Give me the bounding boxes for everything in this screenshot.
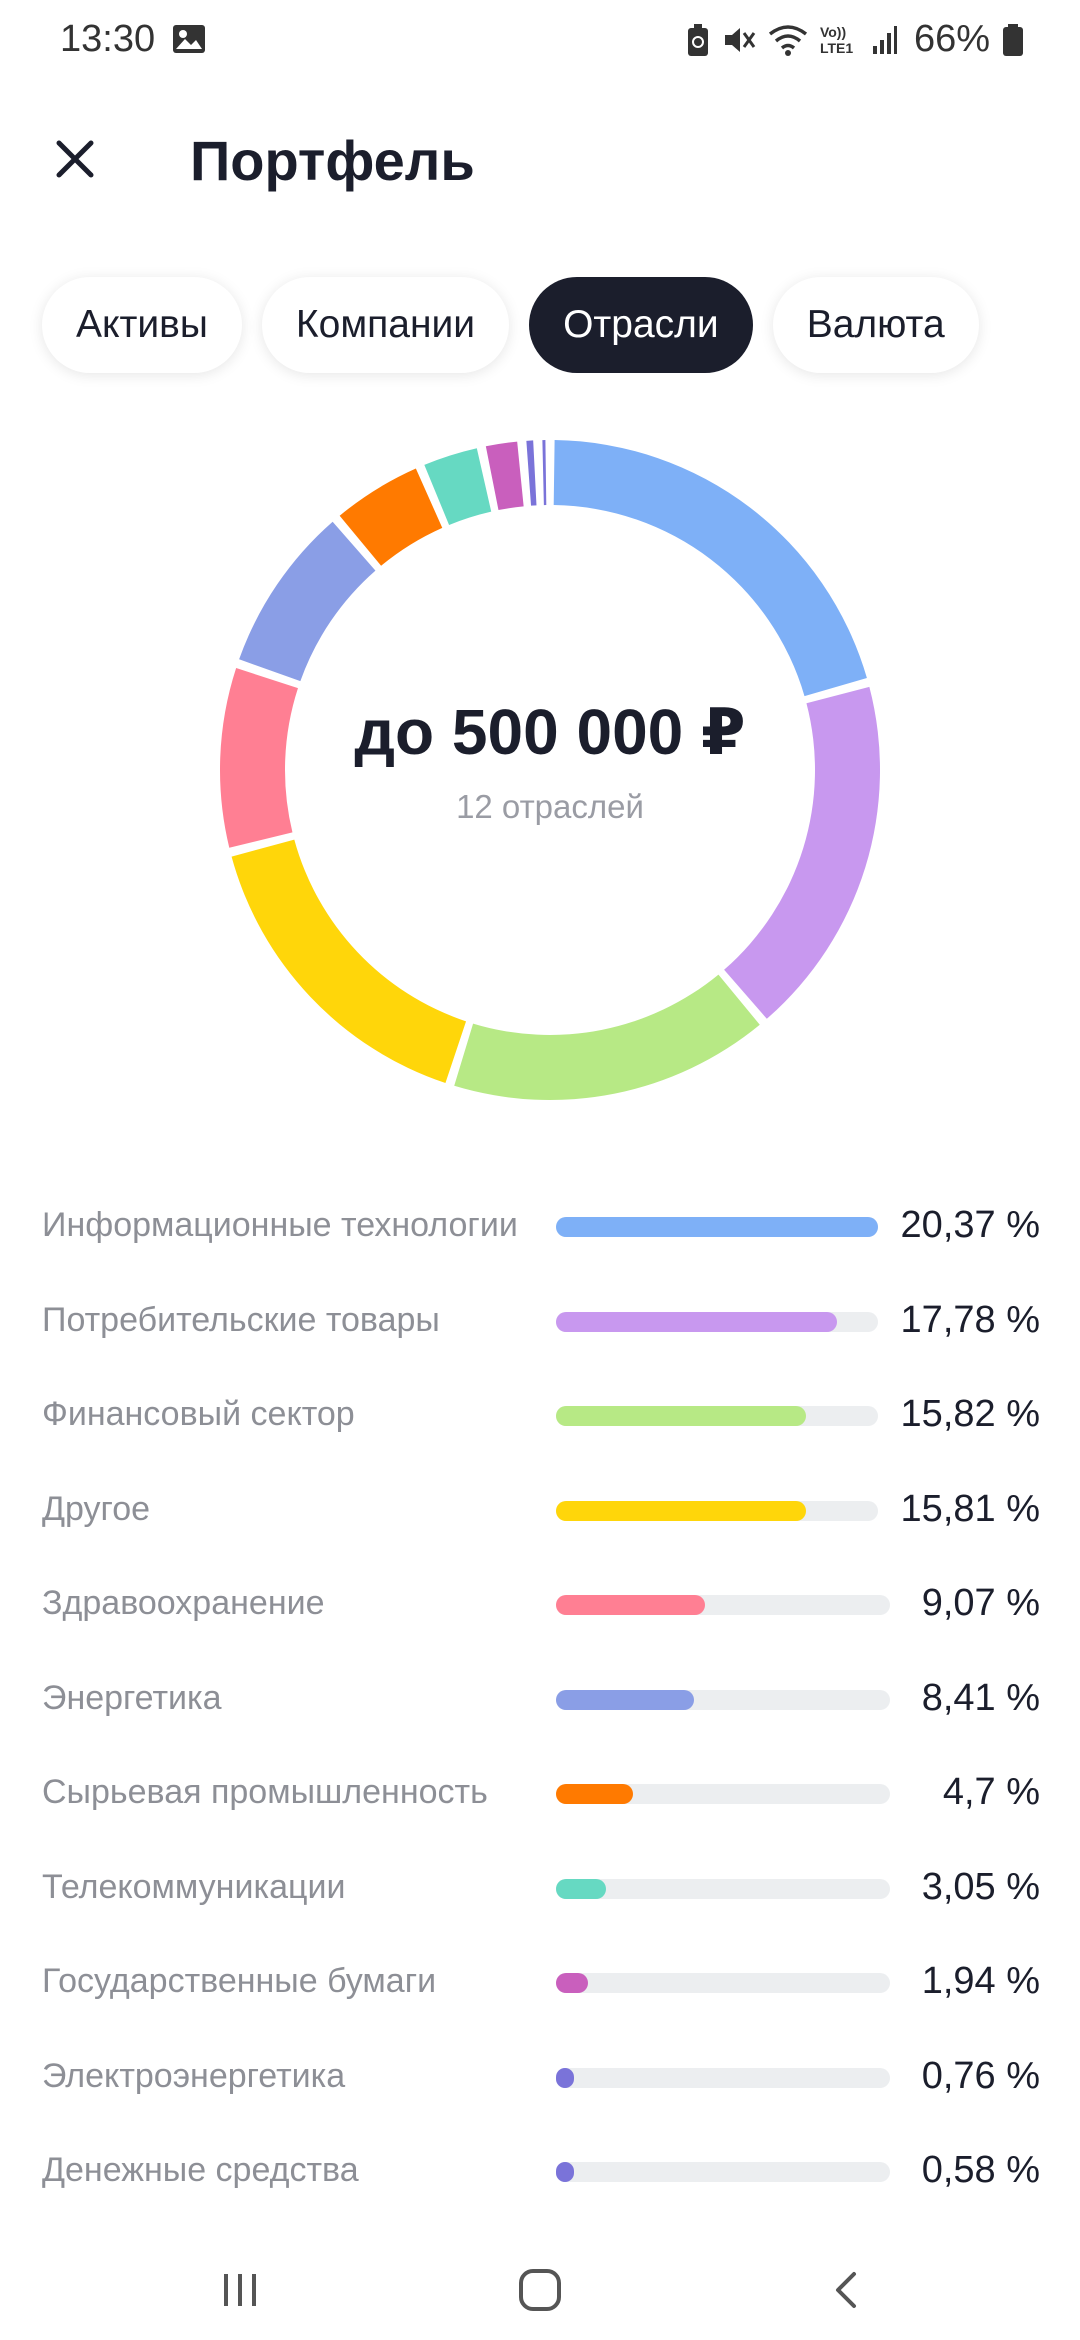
status-icons: Vo)) LTE1 66%: [686, 18, 1024, 61]
sector-name: Потребительские товары: [42, 1300, 440, 1339]
sector-bar-track: [556, 1878, 890, 1899]
back-button[interactable]: [808, 2250, 888, 2330]
sector-row: Энергетика 8,41 %: [0, 1653, 1080, 1747]
tab-sectors[interactable]: Отрасли: [529, 277, 753, 373]
sector-row: Информационные технологии 20,37 %: [0, 1180, 1080, 1274]
sector-bar-fill: [556, 1500, 806, 1521]
sector-percent: 0,58 %: [921, 2149, 1040, 2191]
sector-bar-fill: [556, 1784, 634, 1804]
sector-row: Другое 15,81 %: [0, 1464, 1080, 1558]
page-title: Портфель: [190, 129, 475, 192]
sector-percent: 3,05 %: [921, 1865, 1040, 1908]
sector-bar-fill: [556, 1311, 838, 1332]
sector-bar-track: [556, 2162, 890, 2182]
sector-percent: 17,78 %: [900, 1298, 1040, 1341]
status-bar: 13:30 Vo)) LTE1: [0, 0, 1080, 84]
sector-name: Информационные технологии: [42, 1206, 518, 1244]
mute-icon: [724, 27, 756, 52]
donut-segment: [231, 839, 467, 1083]
donut-segment: [724, 686, 880, 1019]
sector-bar-fill: [556, 2067, 574, 2088]
sector-row: Потребительские товары 17,78 %: [0, 1275, 1080, 1369]
sector-bar-fill: [556, 2162, 574, 2182]
sector-name: Электроэнергетика: [42, 2056, 346, 2095]
sector-bar-fill: [556, 1878, 606, 1899]
donut-segment: [424, 448, 492, 525]
sector-percent: 8,41 %: [921, 1676, 1040, 1719]
tab-currency[interactable]: Валюта: [772, 277, 979, 373]
back-icon: [836, 2272, 856, 2308]
app-header: Портфель: [0, 110, 1080, 210]
donut-center: до 500 000 ₽ 12 отраслей: [200, 420, 900, 1120]
donut-segment: [485, 441, 524, 511]
sector-bar-track: [556, 2067, 890, 2088]
sector-percent: 15,81 %: [900, 1487, 1040, 1530]
gallery-notification-icon: [173, 25, 205, 53]
sector-name: Государственные бумаги: [42, 1962, 437, 2000]
sector-bar-track: [556, 1406, 878, 1426]
donut-segment: [339, 468, 443, 566]
category-tabs: Активы Компании Отрасли Валюта: [42, 277, 979, 373]
sector-count: 12 отраслей: [456, 787, 644, 825]
sector-name: Сырьевая промышленность: [42, 1773, 488, 1811]
sector-row: Государственные бумаги 1,94 %: [0, 1936, 1080, 2030]
sector-bar-track: [556, 1500, 878, 1521]
close-icon: [56, 140, 94, 178]
sector-percent: 20,37 %: [900, 1204, 1040, 1246]
portfolio-amount: до 500 000 ₽: [354, 695, 746, 768]
status-time: 13:30: [60, 18, 156, 60]
sector-bar-fill: [556, 1595, 705, 1615]
sector-name: Финансовый сектор: [42, 1395, 355, 1433]
donut-segment: [542, 440, 547, 506]
sector-percent: 0,76 %: [921, 2054, 1040, 2097]
sector-name: Другое: [42, 1489, 151, 1528]
sector-row: Телекоммуникации 3,05 %: [0, 1842, 1080, 1936]
sector-bar-fill: [556, 1973, 588, 1993]
sector-name: Денежные средства: [42, 2151, 359, 2189]
sector-name: Телекоммуникации: [42, 1867, 346, 1906]
sector-percent: 15,82 %: [900, 1393, 1040, 1435]
donut-segment: [220, 668, 298, 848]
sector-percent: 9,07 %: [921, 1582, 1040, 1624]
sector-name: Здравоохранение: [42, 1584, 325, 1622]
recents-icon: [224, 2274, 256, 2306]
signal-icon: [872, 25, 897, 54]
battery-saver-icon: [687, 23, 708, 56]
tab-companies[interactable]: Компании: [261, 277, 510, 373]
sector-bar-track: [556, 1217, 878, 1237]
home-icon: [519, 2269, 561, 2311]
sector-bar-fill: [556, 1406, 807, 1426]
home-button[interactable]: [500, 2250, 580, 2330]
sector-row: Сырьевая промышленность 4,7 %: [0, 1747, 1080, 1841]
donut-svg: [220, 440, 880, 1100]
tab-assets[interactable]: Активы: [42, 277, 242, 373]
sector-bar-track: [556, 1595, 890, 1615]
sector-percent: 1,94 %: [921, 1960, 1040, 2002]
recents-button[interactable]: [200, 2250, 280, 2330]
sector-row: Денежные средства 0,58 %: [0, 2125, 1080, 2219]
donut-segment: [454, 974, 760, 1100]
sector-percent: 4,7 %: [942, 1771, 1040, 1813]
donut-segment: [239, 521, 376, 682]
navigation-bar: [0, 2230, 1080, 2340]
sector-bar-fill: [556, 1217, 878, 1237]
wifi-icon: [768, 24, 808, 56]
sector-row: Электроэнергетика 0,76 %: [0, 2031, 1080, 2125]
network-type-label: Vo)) LTE1: [819, 23, 854, 56]
sector-bar-track: [556, 1689, 890, 1710]
sector-bar-track: [556, 1973, 890, 1993]
donut-segment: [526, 440, 537, 506]
sector-name: Энергетика: [42, 1678, 222, 1717]
battery-icon: [1003, 23, 1023, 56]
sector-bar-track: [556, 1784, 890, 1804]
sector-bar-track: [556, 1311, 878, 1332]
close-button[interactable]: [40, 124, 110, 194]
battery-percent: 66%: [913, 18, 990, 60]
sector-donut-chart: до 500 000 ₽ 12 отраслей: [200, 420, 900, 1120]
sector-row: Здравоохранение 9,07 %: [0, 1558, 1080, 1652]
sector-row: Финансовый сектор 15,82 %: [0, 1369, 1080, 1463]
donut-segment: [553, 440, 867, 697]
sector-bar-fill: [556, 1689, 694, 1710]
